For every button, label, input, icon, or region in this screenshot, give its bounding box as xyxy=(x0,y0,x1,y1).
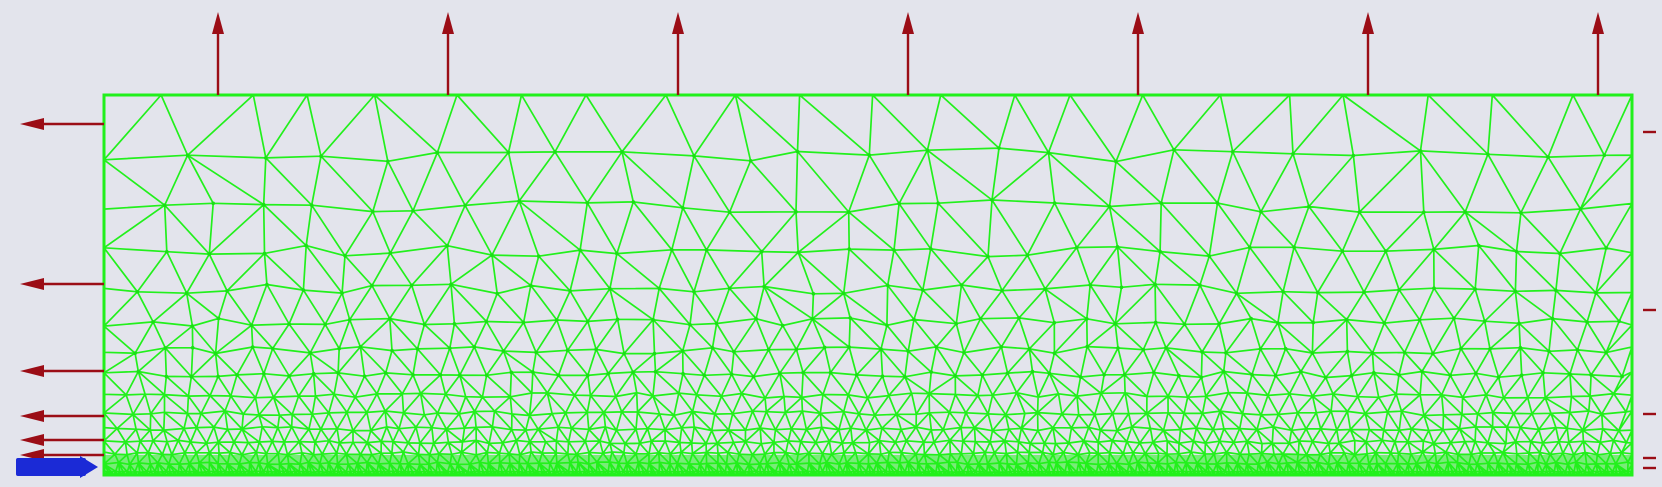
arrow-icon xyxy=(20,278,104,290)
arrow-icon xyxy=(1362,12,1374,95)
fixture-arrow-icon xyxy=(16,458,86,476)
arrow-icon xyxy=(20,410,104,422)
arrow-icon xyxy=(212,12,224,95)
arrow-icon xyxy=(672,12,684,95)
arrow-icon xyxy=(1132,12,1144,95)
arrow-icon xyxy=(20,434,104,446)
loads-top xyxy=(212,12,1604,95)
arrow-icon xyxy=(1592,12,1604,95)
loads-left xyxy=(20,118,104,461)
arrow-icon xyxy=(442,12,454,95)
ticks-right xyxy=(1643,130,1656,470)
arrow-icon xyxy=(20,365,104,377)
arrow-icon xyxy=(20,118,104,130)
arrow-icon xyxy=(902,12,914,95)
mesh-dense-band xyxy=(104,455,1632,475)
fixture-marker xyxy=(16,456,98,478)
